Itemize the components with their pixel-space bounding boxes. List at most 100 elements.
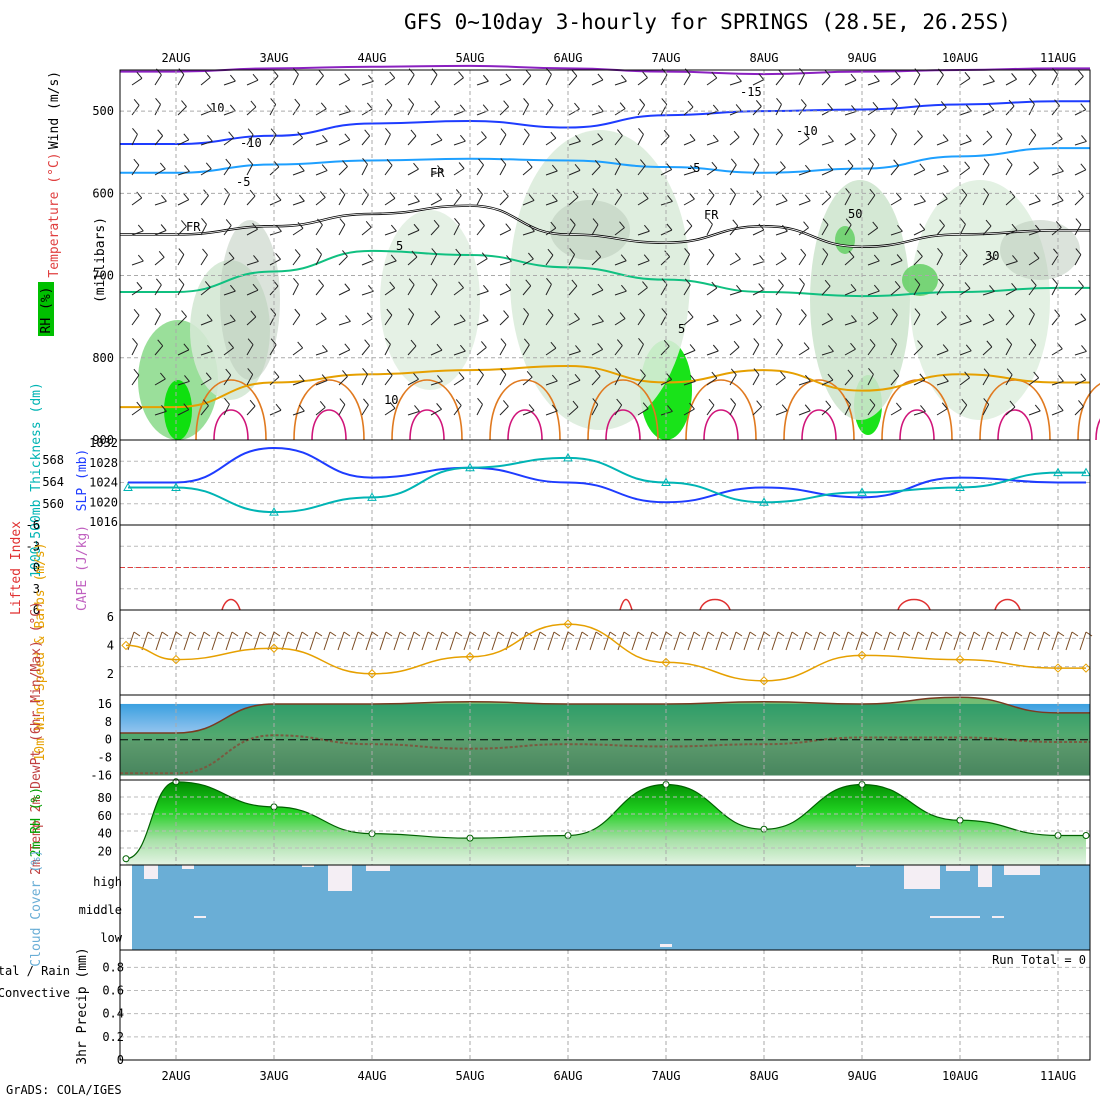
wind-barb-flag [275, 193, 282, 201]
wind-barb-flag [249, 189, 256, 197]
wind-barb-flag [201, 218, 207, 225]
wind-barb [315, 140, 328, 146]
wind-barb-flag [339, 218, 346, 225]
wind-barb-flag [893, 159, 900, 167]
rh-tick: 20 [98, 845, 112, 859]
bottom-day-label: 7AUG [652, 1069, 681, 1083]
wind-barb-flag [869, 188, 876, 196]
precip-tick: 0.6 [102, 984, 124, 998]
surface-wind-barb-flag [987, 631, 995, 637]
wind-barb-flag [525, 279, 532, 287]
wind-barb [407, 345, 417, 356]
high-cloud-bar [856, 865, 870, 867]
wind-barb-flag [293, 277, 299, 285]
wind-barb-flag [1034, 194, 1041, 202]
wind-barb-flag [873, 284, 880, 292]
wind-barb [131, 287, 143, 296]
warm-contour [783, 379, 855, 441]
page-title: GFS 0~10day 3-hourly for SPRINGS (28.5E,… [404, 10, 1011, 34]
wind-barb-flag [868, 157, 874, 165]
wind-barb-flag [505, 223, 512, 230]
wind-speed-marker [465, 652, 475, 662]
wind-barb [683, 284, 691, 296]
wind-barb-flag [735, 252, 741, 260]
wind-barb [407, 314, 415, 326]
wind-barb [223, 137, 234, 146]
wind-barb [177, 170, 190, 176]
wind-barb-flag [181, 100, 187, 107]
wind-barb-flag [1081, 345, 1087, 352]
wind-barb [292, 380, 305, 386]
wind-barb-flag [755, 309, 762, 317]
warm-contour [489, 379, 561, 441]
temperature-tick: -16 [90, 769, 112, 783]
wind-barb [223, 194, 230, 206]
wind-barb [959, 194, 968, 206]
wind-barb-flag [386, 98, 393, 106]
high-cloud-bar [182, 865, 194, 869]
surface-wind-barb-flag [189, 631, 197, 637]
wind-barb-flag [621, 74, 627, 82]
surface-wind-barb-flag [791, 631, 799, 637]
wind-barb [867, 290, 880, 296]
wind-barb [959, 77, 971, 86]
wind-barb [338, 139, 351, 146]
lifted-index-bump [619, 598, 633, 611]
wind-barb [982, 164, 990, 176]
wind-barb [131, 407, 143, 416]
wind-barb-flag [712, 314, 719, 322]
wind-barb-flag [389, 191, 396, 199]
wind-barb [890, 165, 900, 176]
wind-barb-flag [804, 374, 811, 382]
surface-wind-barb-flag [273, 631, 281, 637]
surface-wind-barb [183, 631, 191, 651]
wind-barb-flag [389, 71, 396, 79]
surface-wind-barb-flag [371, 631, 379, 637]
wind-barb-flag [547, 248, 554, 256]
wind-barb [131, 260, 144, 266]
wind-barb [476, 137, 487, 146]
wind-barb [430, 254, 438, 266]
wind-barb-flag [644, 224, 650, 232]
surface-wind-barb [841, 631, 849, 651]
wind-barb [614, 194, 623, 206]
wind-barb [453, 254, 462, 266]
surface-wind-barb-flag [133, 631, 141, 637]
wind-barb-flag [523, 308, 529, 315]
wind-barb-flag [594, 159, 601, 167]
wind-barb [1028, 314, 1035, 326]
wind-barb-flag [619, 312, 626, 319]
wind-barb [706, 320, 719, 326]
wind-barb-flag [914, 308, 921, 315]
surface-wind-barb [337, 631, 345, 651]
wind-barb-flag [362, 368, 368, 375]
wind-barb [430, 74, 438, 86]
wind-barb-flag [342, 250, 348, 257]
wind-barb-flag [434, 100, 441, 108]
wind-barb [798, 380, 811, 386]
wind-tick: 2 [107, 667, 114, 681]
wind-barb [545, 74, 552, 86]
surface-wind-barb-flag [1071, 631, 1079, 637]
wind-barb [223, 347, 234, 356]
wind-barb-flag [414, 405, 420, 412]
wind-barb-flag [938, 278, 944, 286]
wind-barb-flag [204, 71, 211, 78]
wind-barb-flag [663, 129, 670, 137]
cloud-axis-label: Cloud Cover (%) [29, 849, 44, 966]
high-cloud-bar [366, 865, 390, 871]
wind-barb [1028, 230, 1041, 236]
wind-barb-flag [458, 162, 465, 169]
wind-barb [131, 134, 138, 146]
wind-barb [499, 79, 512, 86]
wind-barb [821, 254, 829, 266]
precip-tick: 0.4 [102, 1007, 124, 1021]
wind-barb-flag [385, 337, 391, 345]
wind-barb [752, 289, 764, 296]
thickness-tick: 560 [42, 497, 64, 511]
wind-barb [476, 258, 488, 266]
surface-wind-barb [967, 631, 975, 651]
wind-barb-flag [620, 254, 627, 262]
wind-barb-flag [755, 100, 762, 107]
wind-barb-flag [804, 164, 811, 172]
